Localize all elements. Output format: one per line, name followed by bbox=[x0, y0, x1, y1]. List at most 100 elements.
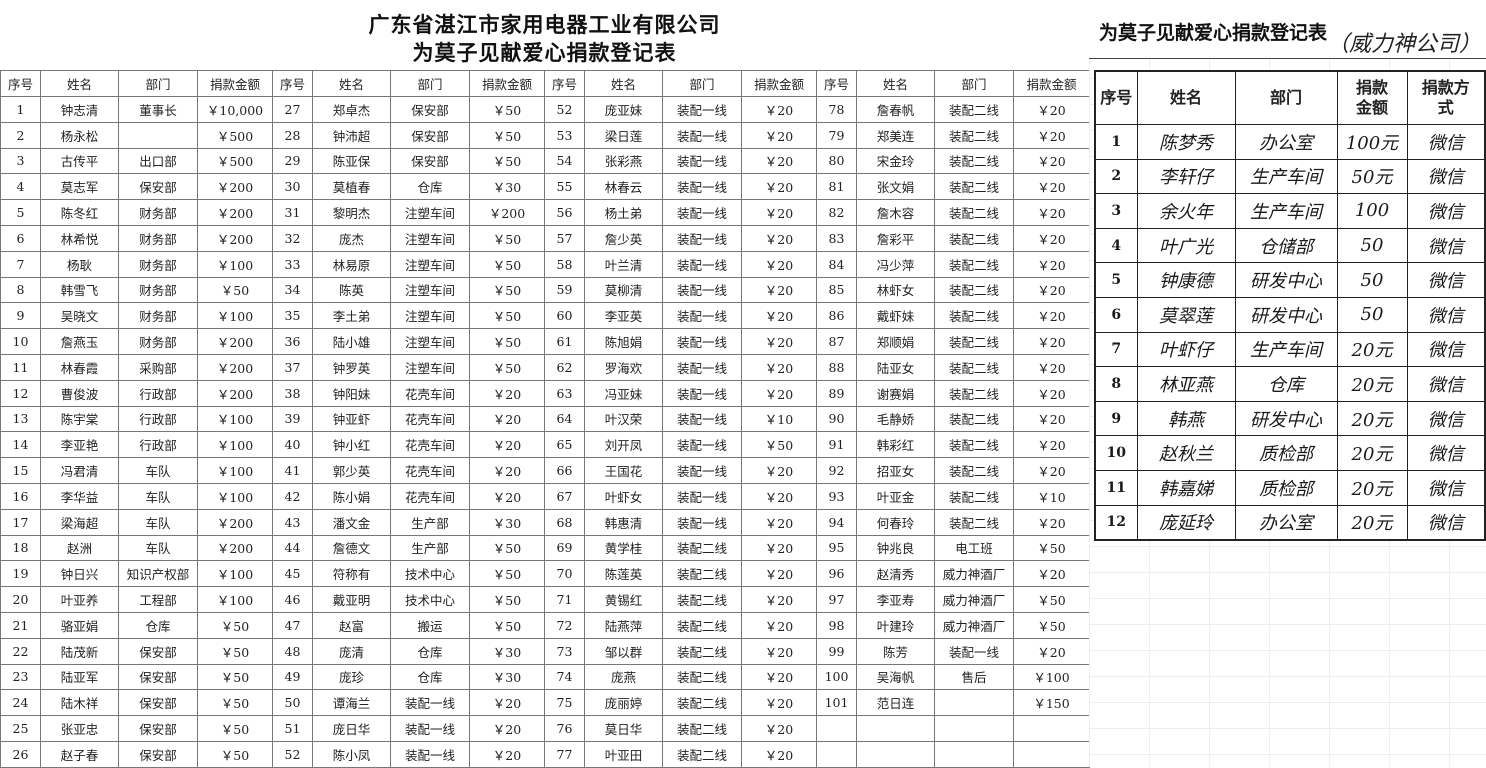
name-cell: 詹燕玉 bbox=[40, 328, 119, 355]
department-cell: 装配二线 bbox=[934, 147, 1014, 175]
serial-cell: 63 bbox=[544, 379, 585, 407]
serial-cell bbox=[816, 715, 857, 742]
department-cell: 技术中心 bbox=[390, 586, 470, 613]
name-cell: 毛静娇 bbox=[856, 405, 935, 433]
name-cell: 余火年 bbox=[1136, 193, 1236, 229]
serial-cell: 93 bbox=[816, 482, 857, 510]
name-cell: 王国花 bbox=[584, 457, 663, 484]
name-cell: 戴亚明 bbox=[312, 586, 391, 613]
donation-table: 序号 姓名 部门 捐款金额 序号 姓名 部门 捐款金额 序号 姓名 部门 捐款金额 序号 姓名 部门 捐款金额… bbox=[0, 70, 1090, 768]
payment-method-cell: 微信 bbox=[1406, 331, 1486, 368]
department-cell: 生产车间 bbox=[1234, 331, 1338, 368]
department-cell: 装配二线 bbox=[934, 405, 1014, 433]
department-cell: 装配一线 bbox=[390, 689, 470, 717]
department-cell: 威力神酒厂 bbox=[934, 611, 1014, 639]
name-cell: 林易原 bbox=[312, 250, 391, 278]
serial-cell: 92 bbox=[816, 457, 857, 484]
payment-method-cell: 微信 bbox=[1406, 435, 1486, 471]
amount-cell: 50 bbox=[1336, 296, 1408, 333]
department-cell: 注塑车间 bbox=[390, 353, 470, 381]
serial-cell: 90 bbox=[816, 405, 857, 433]
amount-cell: ￥100 bbox=[197, 586, 273, 613]
department-cell: 花壳车间 bbox=[390, 379, 470, 407]
amount-cell: ￥10,000 bbox=[197, 96, 273, 123]
serial-cell: 38 bbox=[272, 379, 313, 407]
serial-cell: 95 bbox=[816, 534, 857, 562]
serial-cell: 21 bbox=[0, 611, 41, 639]
department-cell: 仓库 bbox=[390, 663, 470, 691]
table-row: 20 叶亚养 工程部 ￥100 46 戴亚明 技术中心 ￥50 71 黄锡红 装配二线 ￥20 97 李亚… bbox=[0, 586, 1090, 613]
name-cell: 古传平 bbox=[40, 147, 119, 175]
department-cell: 财务部 bbox=[118, 224, 198, 252]
table-row: 9 吴晓文 财务部 ￥100 35 李土弟 注塑车间 ￥50 60 李亚英 装配一线 ￥20 86 戴虾妹… bbox=[0, 302, 1090, 330]
serial-cell: 101 bbox=[816, 689, 857, 717]
department-cell: 装配一线 bbox=[662, 96, 742, 123]
amount-cell: ￥20 bbox=[469, 431, 545, 459]
serial-cell: 74 bbox=[544, 663, 585, 691]
amount-cell: ￥50 bbox=[469, 611, 545, 639]
serial-cell: 24 bbox=[0, 689, 41, 717]
table-row: 16 李华益 车队 ￥100 42 陈小娟 花壳车间 ￥20 67 叶虾女 装配一线 ￥20 93 叶亚金… bbox=[0, 482, 1090, 510]
amount-cell: ￥50 bbox=[469, 560, 545, 588]
name-cell: 叶虾女 bbox=[584, 482, 663, 510]
serial-cell: 84 bbox=[816, 250, 857, 278]
header-department: 部门 bbox=[390, 70, 470, 97]
table-row: 21 骆亚娟 仓库 ￥50 47 赵富 搬运 ￥50 72 陆燕萍 装配二线 ￥20 98 叶建玲 威力神酒… bbox=[0, 611, 1090, 639]
name-cell: 李亚艳 bbox=[40, 431, 119, 459]
department-cell: 装配一线 bbox=[662, 379, 742, 407]
name-cell: 陈莲英 bbox=[584, 560, 663, 588]
name-cell: 钟罗英 bbox=[312, 353, 391, 381]
name-cell: 冯亚妹 bbox=[584, 379, 663, 407]
name-cell: 邹以群 bbox=[584, 637, 663, 665]
header-payment-method: 捐款方式 bbox=[1406, 70, 1486, 125]
header-department: 部门 bbox=[1234, 70, 1338, 125]
payment-method-cell: 微信 bbox=[1406, 193, 1486, 229]
name-cell: 莫柳清 bbox=[584, 276, 663, 304]
name-cell: 叶建玲 bbox=[856, 611, 935, 639]
department-cell: 注塑车间 bbox=[390, 302, 470, 330]
serial-cell: 60 bbox=[544, 302, 585, 330]
name-cell: 韩燕 bbox=[1136, 400, 1236, 437]
amount-cell: ￥100 bbox=[197, 250, 273, 278]
serial-cell: 6 bbox=[0, 224, 41, 252]
name-cell: 陈梦秀 bbox=[1136, 124, 1236, 160]
name-cell: 李轩仔 bbox=[1136, 158, 1236, 195]
name-cell: 钟日兴 bbox=[40, 560, 119, 588]
serial-cell: 58 bbox=[544, 250, 585, 278]
serial-cell: 39 bbox=[272, 405, 313, 433]
department-cell: 装配一线 bbox=[662, 457, 742, 484]
serial-cell: 59 bbox=[544, 276, 585, 304]
name-cell: 叶广光 bbox=[1136, 227, 1236, 264]
name-cell: 叶虾仔 bbox=[1136, 331, 1236, 368]
serial-cell: 33 bbox=[272, 250, 313, 278]
amount-cell: ￥200 bbox=[197, 199, 273, 226]
serial-cell: 61 bbox=[544, 328, 585, 355]
department-cell: 装配二线 bbox=[934, 121, 1014, 149]
department-cell: 注塑车间 bbox=[390, 250, 470, 278]
department-cell: 花壳车间 bbox=[390, 457, 470, 484]
department-cell: 研发中心 bbox=[1234, 262, 1338, 298]
amount-cell: ￥100 bbox=[197, 457, 273, 484]
department-cell: 生产车间 bbox=[1234, 193, 1338, 229]
serial-cell: 53 bbox=[544, 121, 585, 149]
serial-cell: 96 bbox=[816, 560, 857, 588]
department-cell: 装配二线 bbox=[934, 379, 1014, 407]
header-department: 部门 bbox=[118, 70, 198, 97]
amount-cell: ￥20 bbox=[741, 199, 817, 226]
payment-method-cell: 微信 bbox=[1406, 124, 1486, 160]
department-cell bbox=[934, 689, 1014, 717]
serial-cell: 30 bbox=[272, 173, 313, 201]
amount-cell: ￥50 bbox=[1013, 611, 1090, 639]
serial-cell: 4 bbox=[0, 173, 41, 201]
name-cell: 冯少萍 bbox=[856, 250, 935, 278]
serial-cell: 77 bbox=[544, 740, 585, 768]
department-cell: 保安部 bbox=[390, 147, 470, 175]
name-cell: 刘开凤 bbox=[584, 431, 663, 459]
header-name: 姓名 bbox=[312, 70, 391, 97]
department-cell: 装配二线 bbox=[934, 224, 1014, 252]
name-cell: 潘文金 bbox=[312, 508, 391, 536]
department-cell: 生产部 bbox=[390, 534, 470, 562]
department-cell: 保安部 bbox=[118, 637, 198, 665]
department-cell: 保安部 bbox=[118, 740, 198, 768]
department-cell: 保安部 bbox=[118, 689, 198, 717]
